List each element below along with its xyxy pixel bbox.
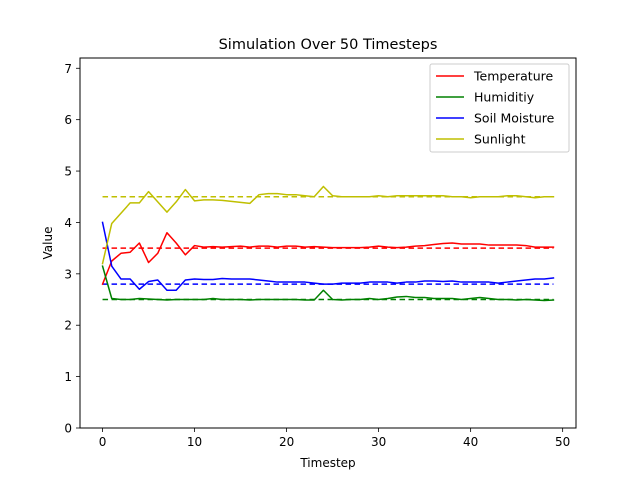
y-tick-label: 7 [64, 62, 72, 76]
y-tick-label: 5 [64, 165, 72, 179]
x-tick-label: 0 [99, 435, 107, 449]
x-axis-label: Timestep [299, 456, 355, 470]
x-tick-label: 20 [279, 435, 294, 449]
legend: Temperature Humiditiy Soil Moisture Sunligh… [429, 63, 570, 153]
x-tick-label: 40 [463, 435, 478, 449]
y-axis: 0 1 2 3 4 5 6 7 [64, 62, 80, 436]
series-line-0 [101, 231, 555, 286]
chart-title: Simulation Over 50 Timesteps [219, 37, 438, 53]
series-line-3 [101, 185, 555, 265]
x-tick-label: 30 [371, 435, 386, 449]
legend-label-1: Humiditiy [474, 90, 535, 105]
legend-label-3: Sunlight [474, 132, 526, 147]
y-tick-label: 1 [64, 370, 72, 384]
series-line-2 [101, 221, 555, 292]
legend-box [429, 63, 570, 153]
legend-label-2: Soil Moisture [474, 111, 555, 126]
y-axis-label: Value [41, 227, 55, 260]
y-tick-label: 3 [64, 267, 72, 281]
series-line-1 [101, 265, 555, 302]
y-tick-label: 0 [64, 422, 72, 436]
legend-label-0: Temperature [473, 69, 553, 84]
plot-frame [79, 57, 577, 429]
y-tick-label: 4 [64, 216, 72, 230]
y-tick-label: 2 [64, 319, 72, 333]
x-tick-label: 50 [555, 435, 570, 449]
x-tick-label: 10 [187, 435, 202, 449]
x-axis: 0 10 20 30 40 50 [99, 428, 570, 449]
series-lines [101, 185, 555, 302]
y-tick-label: 6 [64, 113, 72, 127]
